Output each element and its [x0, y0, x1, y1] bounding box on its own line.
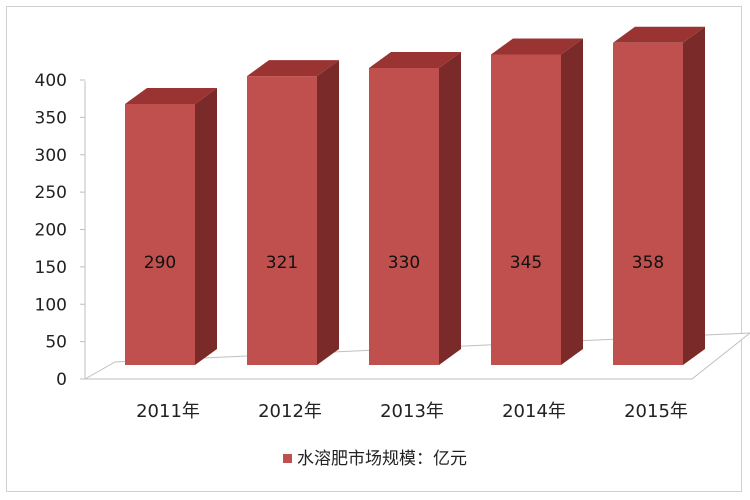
legend-label: 水溶肥市场规模：亿元 [297, 449, 467, 469]
bar-side [683, 26, 705, 366]
data-label: 321 [266, 253, 298, 273]
x-tick-label: 2013年 [380, 401, 444, 422]
y-tick-label: 50 [45, 333, 67, 353]
data-label: 290 [144, 253, 176, 273]
legend: 水溶肥市场规模：亿元 [283, 449, 467, 469]
bar-front [369, 68, 439, 365]
y-tick-label: 250 [35, 183, 67, 203]
bar [247, 60, 339, 365]
data-label: 358 [632, 253, 664, 273]
y-tick-label: 300 [35, 146, 67, 166]
x-tick-label: 2011年 [136, 401, 200, 422]
y-tick-label: 100 [35, 295, 67, 315]
bar-top [613, 26, 705, 43]
bar [369, 52, 461, 365]
labels-layer: 290 2011年 321 2012年 330 2013年 345 2014年 358 2015年 [136, 253, 688, 422]
bar-top [491, 38, 583, 55]
bar-front [247, 76, 317, 365]
bars-layer [125, 26, 705, 366]
y-tick-label: 350 [35, 108, 67, 128]
y-tick-label: 0 [56, 370, 67, 390]
x-tick-label: 2014年 [502, 401, 566, 422]
bar-front [613, 42, 683, 366]
y-tick-label: 150 [35, 258, 67, 278]
x-tick-label: 2012年 [258, 401, 322, 422]
bar-side [317, 60, 339, 365]
data-label: 345 [510, 253, 542, 273]
x-tick-label: 2015年 [624, 401, 688, 422]
bar-side [195, 88, 217, 365]
bar-top [247, 60, 339, 77]
legend-swatch [283, 454, 292, 463]
y-tick-label: 400 [35, 71, 67, 91]
bar [491, 38, 583, 365]
data-label: 330 [388, 253, 420, 273]
bar [613, 26, 705, 366]
bar-side [561, 38, 583, 365]
bar-top [369, 52, 461, 68]
bar-front [491, 54, 561, 365]
bar-front [125, 104, 195, 365]
bar-top [125, 88, 217, 104]
bar-side [439, 52, 461, 365]
bar [125, 88, 217, 365]
y-tick-label: 200 [35, 221, 67, 241]
chart-frame [6, 6, 742, 492]
